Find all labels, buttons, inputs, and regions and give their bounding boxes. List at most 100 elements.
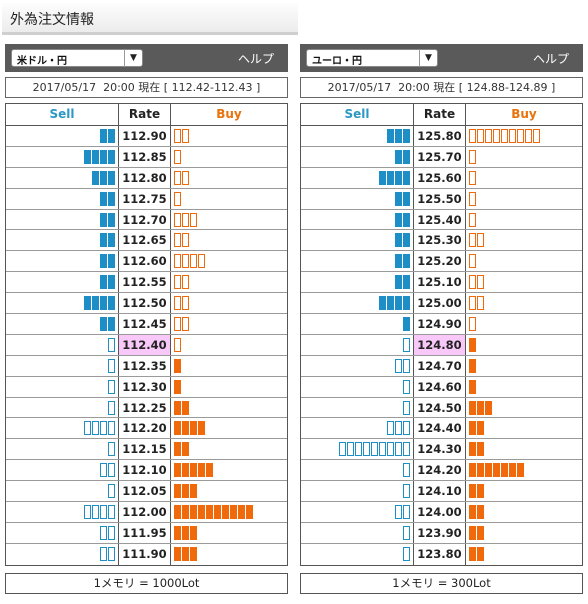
- rate-header: Rate: [119, 104, 171, 125]
- rate-cell: 124.10: [414, 481, 466, 502]
- rate-cell: 112.15: [119, 439, 171, 460]
- sell-volume-block: [108, 400, 115, 415]
- sell-volume-bar: [6, 355, 119, 376]
- sell-volume-bar: [301, 543, 414, 565]
- rate-cell: 125.40: [414, 209, 466, 230]
- sell-volume-block: [108, 233, 115, 248]
- timestamp-status: 2017/05/17 20:00 現在 [ 112.42-112.43 ]: [5, 77, 288, 98]
- rate-cell: 123.90: [414, 522, 466, 543]
- buy-volume-block: [485, 463, 492, 478]
- sell-volume-block: [100, 191, 107, 206]
- sell-volume-bar: [6, 272, 119, 293]
- rate-cell: 112.75: [119, 188, 171, 209]
- board-row: 112.80: [6, 167, 287, 189]
- sell-volume-block: [395, 421, 402, 436]
- rate-cell: 124.40: [414, 418, 466, 439]
- timestamp-status: 2017/05/17 20:00 現在 [ 124.88-124.89 ]: [300, 77, 583, 98]
- board-row: 112.85: [6, 146, 287, 168]
- board-row: 111.90: [6, 543, 287, 565]
- board-row: 112.05: [6, 481, 287, 503]
- buy-volume-block: [206, 463, 213, 478]
- help-link[interactable]: ヘルプ: [532, 52, 569, 66]
- buy-volume-block: [477, 484, 484, 499]
- buy-volume-block: [238, 504, 245, 519]
- sell-volume-bar: [6, 460, 119, 481]
- rate-cell: 112.80: [119, 167, 171, 188]
- buy-volume-block: [469, 400, 476, 415]
- buy-volume-block: [525, 128, 532, 143]
- buy-volume-block: [174, 504, 181, 519]
- sell-volume-bar: [6, 230, 119, 251]
- sell-volume-block: [100, 149, 107, 164]
- board-row: 125.70: [301, 146, 582, 168]
- sell-volume-block: [395, 504, 402, 519]
- buy-volume-bar: [171, 293, 287, 313]
- sell-volume-bar: [301, 188, 414, 209]
- buy-volume-bar: [171, 210, 287, 230]
- rate-cell: 125.10: [414, 272, 466, 293]
- board-row: 123.80: [301, 543, 582, 565]
- board-row: 112.10: [6, 460, 287, 482]
- sell-volume-block: [84, 421, 91, 436]
- price-range: [ 124.88-124.89 ]: [458, 81, 556, 94]
- sell-volume-block: [108, 191, 115, 206]
- buy-volume-bar: [171, 439, 287, 459]
- buy-volume-block: [190, 484, 197, 499]
- sell-volume-block: [108, 463, 115, 478]
- price-range: [ 112.42-112.43 ]: [163, 81, 261, 94]
- sell-volume-block: [108, 547, 115, 562]
- sell-volume-block: [395, 233, 402, 248]
- buy-volume-bar: [466, 460, 582, 480]
- rate-cell: 112.30: [119, 376, 171, 397]
- sell-volume-block: [403, 358, 410, 373]
- board-row: 124.50: [301, 397, 582, 419]
- rate-cell: 125.00: [414, 293, 466, 314]
- currency-pair-label: ユーロ・円: [312, 56, 362, 67]
- buy-volume-block: [469, 191, 476, 206]
- buy-volume-block: [469, 379, 476, 394]
- sell-volume-block: [387, 421, 394, 436]
- sell-volume-block: [403, 504, 410, 519]
- sell-volume-block: [403, 170, 410, 185]
- board-row: 124.60: [301, 376, 582, 398]
- rate-cell: 112.00: [119, 502, 171, 522]
- chevron-down-icon[interactable]: ▼: [419, 49, 437, 67]
- buy-volume-block: [190, 212, 197, 227]
- chevron-down-icon[interactable]: ▼: [124, 49, 142, 67]
- buy-volume-bar: [466, 210, 582, 230]
- board-row: 112.75: [6, 188, 287, 210]
- sell-volume-block: [395, 170, 402, 185]
- sell-volume-block: [108, 379, 115, 394]
- buy-volume-bar: [466, 418, 582, 438]
- buy-volume-block: [182, 421, 189, 436]
- currency-pair-select[interactable]: ユーロ・円 ▼: [306, 49, 438, 67]
- buy-header: Buy: [216, 107, 242, 121]
- buy-volume-block: [469, 547, 476, 562]
- help-link[interactable]: ヘルプ: [237, 52, 274, 66]
- buy-volume-block: [182, 442, 189, 457]
- sell-volume-block: [403, 296, 410, 311]
- currency-pair-select[interactable]: 米ドル・円 ▼: [11, 49, 143, 67]
- buy-volume-block: [174, 275, 181, 290]
- usd-jpy-panel: 米ドル・円 ▼ ヘルプ 2017/05/17 20:00 現在 [ 112.42…: [5, 44, 288, 594]
- board-row: 124.30: [301, 439, 582, 461]
- buy-volume-bar: [466, 126, 582, 146]
- sell-volume-block: [108, 149, 115, 164]
- buy-volume-bar: [171, 272, 287, 292]
- buy-volume-block: [182, 128, 189, 143]
- board-row: 124.20: [301, 460, 582, 482]
- sell-volume-block: [92, 421, 99, 436]
- status-word: 現在: [433, 81, 456, 94]
- buy-volume-bar: [466, 377, 582, 397]
- buy-volume-block: [174, 149, 181, 164]
- rate-cell: 124.00: [414, 502, 466, 522]
- board-rows: 112.90 112.85 112.80 112.75 112.70 112.65 112.…: [6, 126, 287, 565]
- buy-volume-bar: [171, 251, 287, 271]
- sell-volume-bar: [6, 543, 119, 565]
- sell-volume-block: [371, 442, 378, 457]
- sell-volume-block: [108, 170, 115, 185]
- sell-volume-block: [395, 254, 402, 269]
- sell-volume-block: [403, 525, 410, 540]
- buy-volume-block: [485, 128, 492, 143]
- sell-volume-block: [108, 128, 115, 143]
